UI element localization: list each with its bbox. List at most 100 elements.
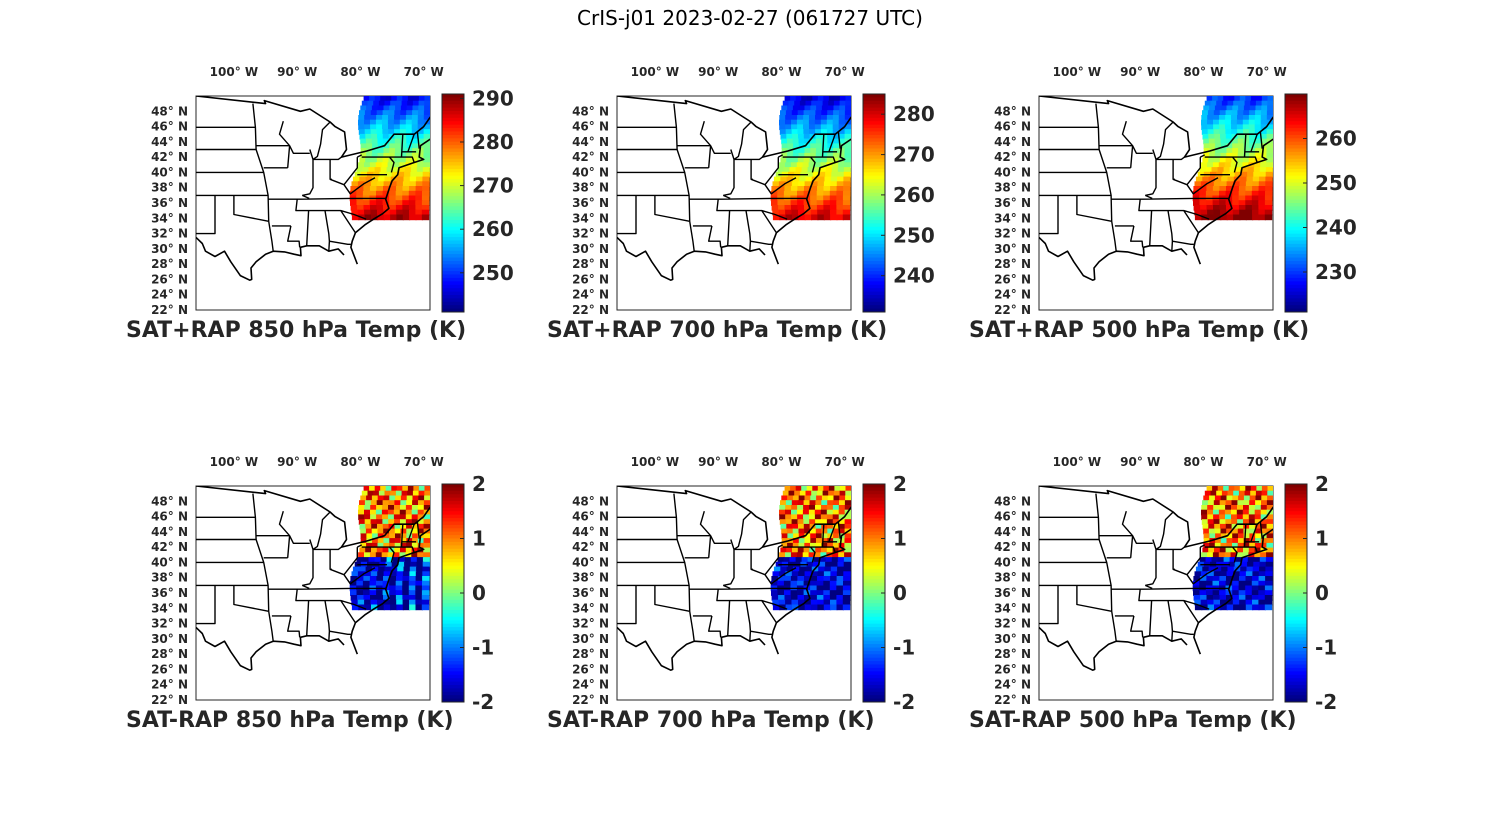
latitude-label: 28° N	[151, 647, 188, 661]
colorbar-tick-label: 0	[472, 581, 486, 605]
latitude-label: 38° N	[994, 181, 1031, 195]
latitude-label: 42° N	[151, 150, 188, 164]
longitude-label: 100° W	[210, 455, 258, 469]
colorbar-tick-label: 270	[893, 143, 935, 167]
latitude-label: 28° N	[572, 257, 609, 271]
latitude-label: 34° N	[994, 211, 1031, 225]
coastline	[617, 96, 851, 281]
longitude-label: 80° W	[340, 65, 380, 79]
longitude-label: 90° W	[1120, 65, 1160, 79]
colorbar-tick-label: 260	[1315, 127, 1357, 151]
map-plot: 100° W 90° W 80° W 70° W 48° N 46° N44° N42° …	[151, 65, 514, 317]
latitude-label: 38° N	[151, 571, 188, 585]
panel-caption: SAT+RAP 700 hPa Temp (K)	[547, 318, 888, 343]
coastline	[196, 486, 430, 671]
latitude-label: 36° N	[994, 586, 1031, 600]
colorbar-tick-label: 250	[1315, 171, 1357, 195]
state-boundaries	[617, 493, 841, 642]
latitude-label: 40° N	[572, 165, 609, 179]
latitude-label: 48° N	[994, 494, 1031, 508]
latitude-label: 32° N	[151, 617, 188, 631]
satellite-swath	[770, 486, 851, 611]
colorbar-tick-label: -1	[1315, 636, 1337, 660]
latitude-label: 26° N	[572, 272, 609, 286]
colorbar-tick-label: 1	[893, 527, 907, 551]
longitude-label: 70° W	[825, 455, 865, 469]
latitude-label: 22° N	[994, 693, 1031, 707]
satellite-swath	[770, 96, 851, 221]
latitude-label: 38° N	[994, 571, 1031, 585]
coastline	[617, 486, 851, 671]
latitude-label: 46° N	[572, 510, 609, 524]
latitude-label: 34° N	[994, 601, 1031, 615]
map-plot: 100° W 90° W 80° W 70° W 48° N 46° N44° N42° …	[151, 455, 494, 714]
colorbar-tick-label: -2	[472, 690, 494, 714]
latitude-label: 24° N	[994, 678, 1031, 692]
colorbar: 2 1 0 -1 -2	[1284, 472, 1337, 714]
longitude-label: 90° W	[698, 455, 738, 469]
longitude-label: 100° W	[631, 455, 679, 469]
latitude-label: 26° N	[994, 662, 1031, 676]
latitude-label: 36° N	[151, 586, 188, 600]
latitude-label: 30° N	[572, 242, 609, 256]
latitude-label: 28° N	[151, 257, 188, 271]
longitude-label: 70° W	[404, 65, 444, 79]
latitude-label: 34° N	[572, 601, 609, 615]
longitude-label: 70° W	[825, 65, 865, 79]
latitude-label: 32° N	[572, 227, 609, 241]
latitude-label: 26° N	[151, 272, 188, 286]
longitude-label: 90° W	[277, 455, 317, 469]
colorbar-tick-label: 270	[472, 174, 514, 198]
latitude-label: 40° N	[572, 555, 609, 569]
colorbar-tick-label: -2	[1315, 690, 1337, 714]
latitude-label: 36° N	[994, 196, 1031, 210]
coastline	[1039, 486, 1273, 671]
latitude-label: 44° N	[994, 135, 1031, 149]
longitude-label: 80° W	[761, 65, 801, 79]
latitude-label: 24° N	[572, 678, 609, 692]
latitude-label: 22° N	[151, 693, 188, 707]
colorbar-tick-label: 1	[1315, 527, 1329, 551]
satellite-swath	[349, 96, 430, 221]
latitude-label: 44° N	[994, 525, 1031, 539]
colorbar-tick-label: -2	[893, 690, 915, 714]
latitude-label: 44° N	[572, 525, 609, 539]
latitude-label: 22° N	[572, 303, 609, 317]
latitude-label: 46° N	[151, 120, 188, 134]
panel-caption: SAT-RAP 700 hPa Temp (K)	[547, 708, 875, 733]
latitude-label: 34° N	[151, 601, 188, 615]
longitude-label: 100° W	[210, 65, 258, 79]
colorbar-tick-label: 230	[1315, 260, 1357, 284]
longitude-label: 90° W	[1120, 455, 1160, 469]
colorbar-tick-label: 0	[893, 581, 907, 605]
latitude-label: 22° N	[572, 693, 609, 707]
latitude-label: 48° N	[151, 104, 188, 118]
map-panel-p850-diff: 100° W 90° W 80° W 70° W 48° N 46° N 44° N 42° …	[126, 450, 500, 750]
latitude-label: 32° N	[994, 617, 1031, 631]
panel-caption: SAT+RAP 850 hPa Temp (K)	[126, 318, 467, 343]
state-boundaries	[196, 103, 420, 252]
latitude-label: 40° N	[151, 165, 188, 179]
page-title: CrIS-j01 2023-02-27 (061727 UTC)	[577, 6, 923, 30]
colorbar-tick-label: 280	[472, 130, 514, 154]
longitude-label: 90° W	[698, 65, 738, 79]
longitude-label: 80° W	[761, 455, 801, 469]
colorbar: 260 250 240 230	[1284, 93, 1357, 313]
latitude-label: 42° N	[994, 150, 1031, 164]
latitude-label: 30° N	[994, 632, 1031, 646]
map-panel-p850-total: 100° W 90° W 80° W 70° W 48° N 46° N 44° N 42° …	[126, 60, 514, 360]
latitude-label: 46° N	[994, 510, 1031, 524]
latitude-label: 46° N	[994, 120, 1031, 134]
latitude-label: 42° N	[572, 150, 609, 164]
latitude-label: 46° N	[572, 120, 609, 134]
map-panel-p500-diff: 100° W 90° W 80° W 70° W 48° N 46° N 44° N 42° …	[969, 450, 1343, 750]
colorbar-tick-label: 240	[893, 264, 935, 288]
colorbar-tick-label: 1	[472, 527, 486, 551]
latitude-label: 38° N	[572, 181, 609, 195]
longitude-label: 100° W	[1053, 455, 1101, 469]
latitude-label: 40° N	[994, 165, 1031, 179]
latitude-label: 42° N	[994, 540, 1031, 554]
latitude-label: 28° N	[994, 647, 1031, 661]
latitude-label: 26° N	[994, 272, 1031, 286]
colorbar-tick-label: 2	[893, 472, 907, 496]
